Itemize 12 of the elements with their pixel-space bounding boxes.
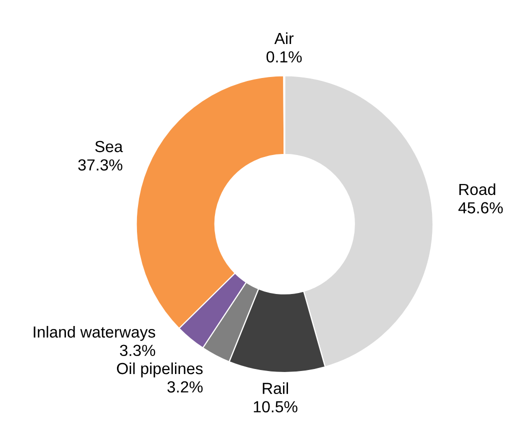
slice-label: Oil pipelines <box>116 362 203 378</box>
data-label: 3.3% <box>120 344 156 356</box>
data-label: 37.3% <box>78 159 122 171</box>
data-label: 3.2% <box>167 381 203 393</box>
data-label: 10.5% <box>254 401 298 412</box>
data-label: 45.6% <box>458 202 503 214</box>
slice-label: Sea <box>95 140 123 152</box>
slice-label: Rail <box>262 382 288 394</box>
data-label: 0.1% <box>266 51 302 63</box>
slice-label: Inland waterways <box>34 326 156 341</box>
slice-label: Air <box>274 32 294 44</box>
slice-label: Road <box>459 183 496 196</box>
